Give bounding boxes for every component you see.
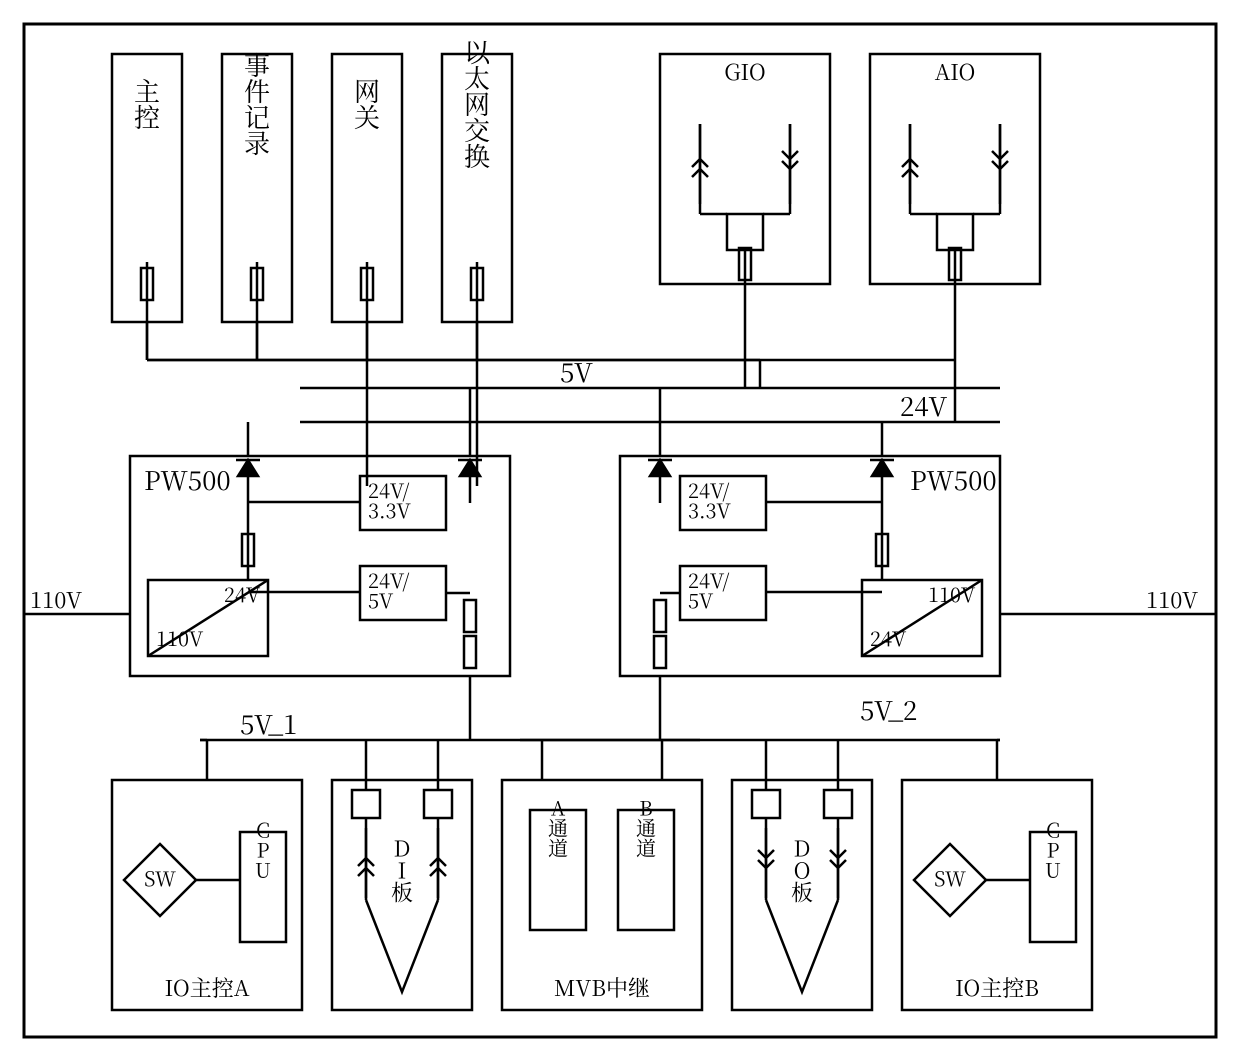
svg-text:GIO: GIO xyxy=(724,56,765,87)
svg-text:SW: SW xyxy=(144,863,176,892)
svg-text:24V/3.3V: 24V/3.3V xyxy=(368,475,412,524)
svg-text:24V/5V: 24V/5V xyxy=(368,565,409,614)
svg-text:MVB中继: MVB中继 xyxy=(554,972,650,1003)
svg-text:5V_1: 5V_1 xyxy=(240,705,297,742)
svg-text:PW500: PW500 xyxy=(910,461,997,498)
svg-text:24V/3.3V: 24V/3.3V xyxy=(688,475,732,524)
svg-text:DI板: DI板 xyxy=(387,837,418,903)
svg-text:PW500: PW500 xyxy=(144,461,231,498)
svg-text:110V: 110V xyxy=(1146,584,1198,615)
svg-text:DO板: DO板 xyxy=(787,837,818,903)
svg-text:B通道: B通道 xyxy=(632,798,661,858)
svg-text:A通道: A通道 xyxy=(544,798,573,858)
svg-text:5V_2: 5V_2 xyxy=(860,691,917,728)
svg-text:主控: 主控 xyxy=(129,78,166,130)
svg-text:IO主控A: IO主控A xyxy=(164,972,249,1003)
svg-text:110V: 110V xyxy=(30,584,82,615)
svg-text:24V: 24V xyxy=(224,579,261,608)
svg-text:CPU: CPU xyxy=(1039,820,1068,880)
svg-text:CPU: CPU xyxy=(249,820,278,880)
svg-text:110V: 110V xyxy=(156,623,204,652)
svg-text:IO主控B: IO主控B xyxy=(955,972,1039,1003)
svg-text:24V: 24V xyxy=(870,623,907,652)
svg-text:AIO: AIO xyxy=(935,56,976,87)
svg-text:24V: 24V xyxy=(900,387,948,424)
svg-text:以太网交换: 以太网交换 xyxy=(459,39,496,169)
svg-text:SW: SW xyxy=(934,863,966,892)
svg-text:事件记录: 事件记录 xyxy=(239,52,276,156)
svg-text:24V/5V: 24V/5V xyxy=(688,565,729,614)
svg-text:110V: 110V xyxy=(928,579,976,608)
svg-text:5V: 5V xyxy=(560,353,593,390)
svg-text:网关: 网关 xyxy=(349,78,386,130)
